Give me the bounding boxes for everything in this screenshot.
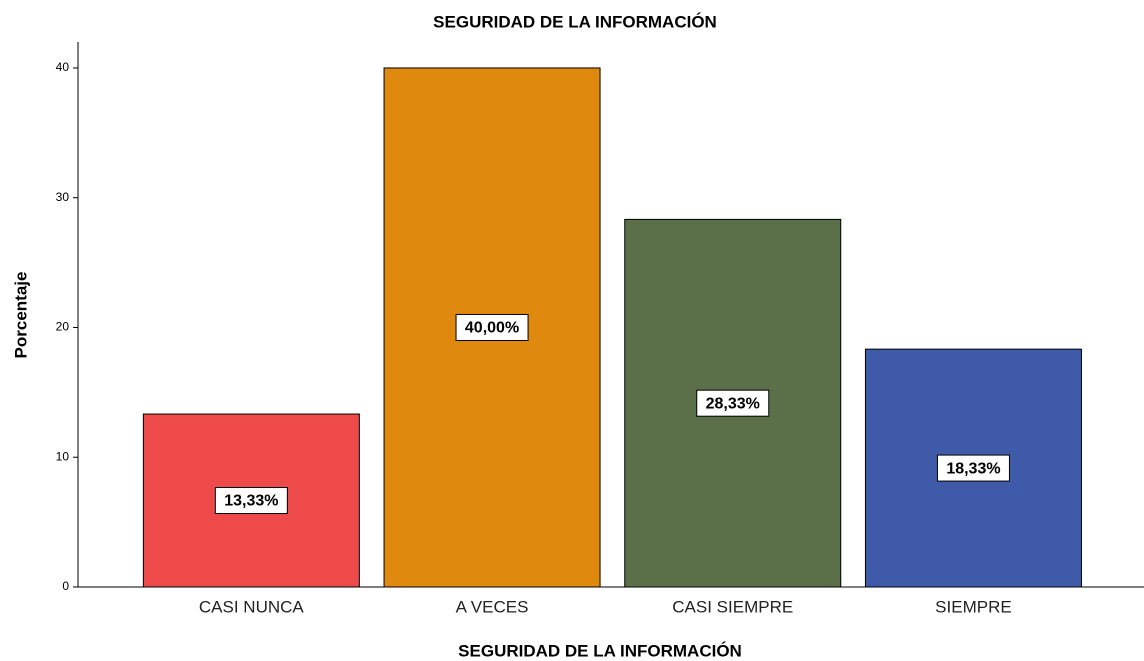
value-label-box	[696, 389, 770, 417]
x-tick-label: A VECES	[456, 597, 529, 616]
value-label: 18,33%	[946, 460, 1000, 477]
value-label: 40,00%	[465, 320, 519, 337]
y-axis-title: Porcentaje	[11, 272, 30, 359]
y-tick-label: 10	[56, 449, 70, 463]
y-tick-label: 20	[56, 320, 70, 334]
value-label-box	[936, 454, 1010, 482]
y-tick-label: 30	[56, 190, 70, 204]
x-tick-label: CASI SIEMPRE	[672, 597, 793, 616]
chart-title: SEGURIDAD DE LA INFORMACIÓN	[433, 12, 717, 31]
x-tick-label: SIEMPRE	[935, 597, 1012, 616]
y-tick-label: 40	[56, 60, 70, 74]
x-axis-title: SEGURIDAD DE LA INFORMACIÓN	[458, 641, 742, 660]
value-label: 28,33%	[706, 395, 760, 412]
y-tick-label: 0	[62, 579, 69, 593]
value-label: 13,33%	[224, 493, 278, 510]
value-label-box	[455, 313, 529, 341]
x-tick-label: CASI NUNCA	[199, 597, 305, 616]
value-label-box	[214, 487, 288, 515]
